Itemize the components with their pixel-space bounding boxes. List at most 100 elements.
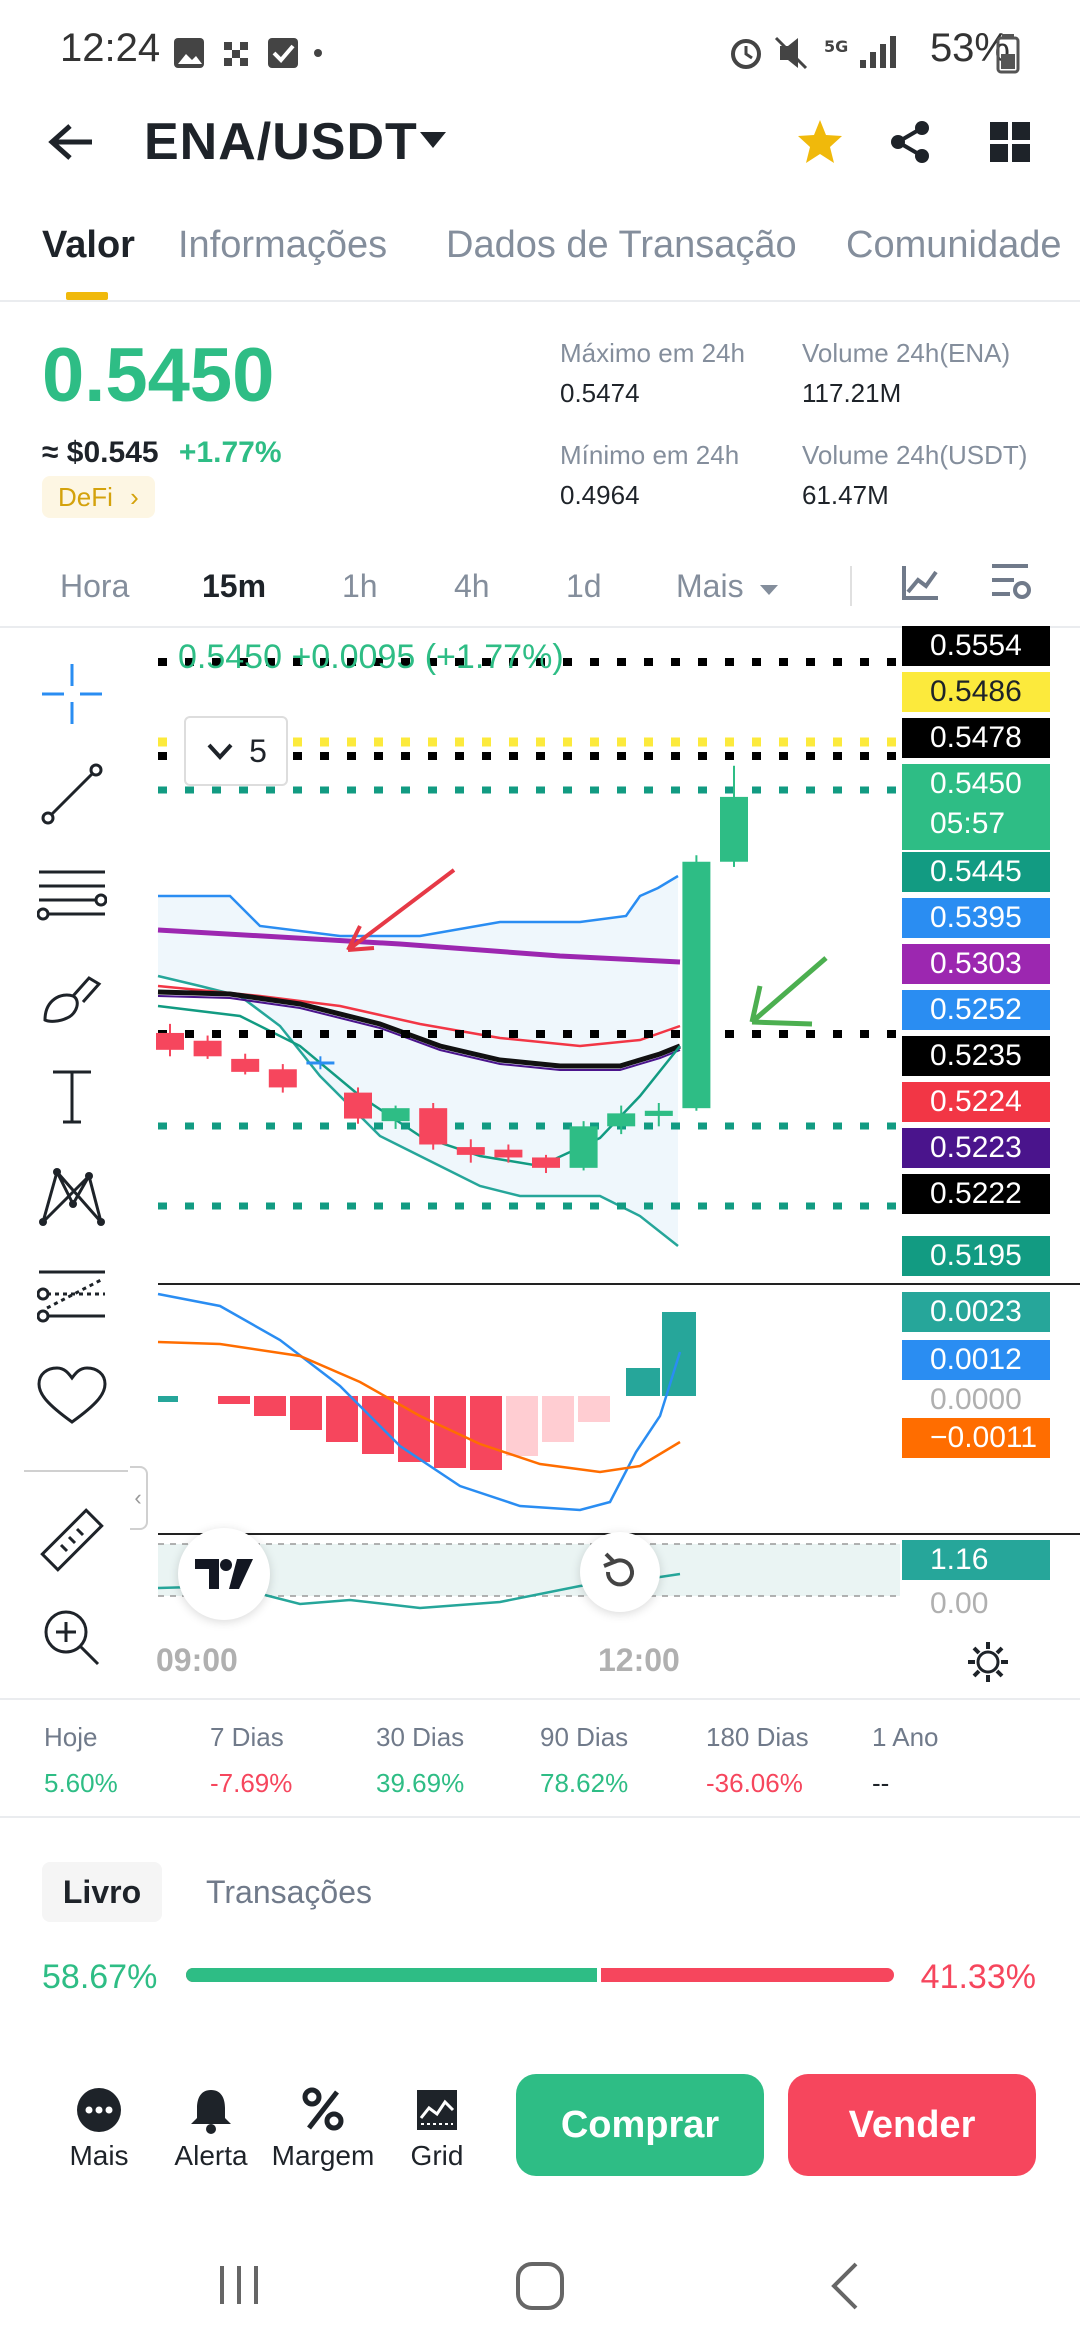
trendline-icon <box>41 763 103 825</box>
trendline-tool[interactable] <box>30 752 114 836</box>
candle-body <box>306 1061 335 1065</box>
more-icon <box>77 2088 121 2132</box>
tag-label: DeFi <box>58 482 113 512</box>
tab-valor[interactable]: Valor <box>42 224 135 266</box>
interval-1d[interactable]: 1d <box>566 568 602 604</box>
high-label: Máximo em 24h <box>560 338 745 368</box>
more-label: Mais <box>69 2140 129 2171</box>
divider <box>0 1698 1080 1700</box>
interval-1h[interactable]: 1h <box>342 568 378 604</box>
perf-label: 30 Dias <box>376 1722 465 1752</box>
candle-body <box>193 1040 222 1057</box>
margin-label: Margem <box>271 2140 375 2171</box>
more-button[interactable]: Mais <box>44 2080 154 2172</box>
reset-chart-button[interactable] <box>580 1532 660 1612</box>
interval-4h[interactable]: 4h <box>454 568 490 604</box>
bell-icon <box>191 2090 231 2134</box>
price-label-7: 0.5252 <box>902 990 1050 1030</box>
candle-body <box>456 1147 485 1155</box>
high-value: 0.5474 <box>560 378 640 408</box>
divider <box>0 300 1080 302</box>
margin-button[interactable]: Margem <box>268 2080 378 2172</box>
back-button[interactable] <box>40 112 100 172</box>
caret-down-icon[interactable] <box>418 130 448 150</box>
zoom-in-icon <box>44 1610 100 1666</box>
interval-more-label: Mais <box>676 568 744 604</box>
pattern-icon <box>39 1167 105 1226</box>
zoom-tool[interactable] <box>30 1596 114 1680</box>
price-label-12: 0.5195 <box>902 1236 1050 1276</box>
price-label-0: 0.5554 <box>902 626 1050 666</box>
interval-more[interactable]: Mais <box>676 568 780 605</box>
pair-title[interactable]: ENA/USDT <box>144 113 418 171</box>
rsi-label-0: 1.16 <box>902 1540 1050 1580</box>
horizontal-lines-icon <box>37 870 107 921</box>
price-label-9: 0.5224 <box>902 1082 1050 1122</box>
candle-body <box>682 861 711 1109</box>
macd-label-1: 0.0012 <box>902 1340 1050 1380</box>
text-tool[interactable] <box>30 1054 114 1138</box>
tab-informacoes[interactable]: Informações <box>178 224 388 266</box>
tradingview-icon <box>195 1559 253 1589</box>
category-tag[interactable]: DeFi › <box>42 476 155 518</box>
svg-text:5G: 5G <box>824 37 848 56</box>
notification-icons <box>174 38 322 68</box>
perf-value: -7.69% <box>210 1768 293 1798</box>
rsi-label-1: 0.00 <box>930 1587 989 1620</box>
perf-value: 5.60% <box>44 1768 118 1798</box>
favorites-tool[interactable] <box>30 1354 114 1438</box>
chart-settings-icon[interactable] <box>988 560 1032 604</box>
bid-percent: 58.67% <box>42 1958 158 1996</box>
layout-button[interactable] <box>980 112 1040 172</box>
perf-value: -36.06% <box>706 1768 803 1798</box>
caret-down-icon <box>760 585 779 595</box>
grid-button[interactable]: Grid <box>382 2080 492 2172</box>
crosshair-tool[interactable] <box>30 652 114 736</box>
tab-comunidade[interactable]: Comunidade <box>846 224 1062 266</box>
book-ratio-bar <box>186 1968 894 1982</box>
chevron-right-icon: › <box>130 482 139 512</box>
price-label-8: 0.5235 <box>902 1036 1050 1076</box>
price-label-10: 0.5223 <box>902 1128 1050 1168</box>
divider <box>850 566 852 606</box>
brush-icon <box>43 976 102 1023</box>
perf-label: 180 Dias <box>706 1722 809 1752</box>
tab-livro[interactable]: Livro <box>42 1862 162 1922</box>
pattern-tool[interactable] <box>30 1154 114 1238</box>
ruler-tool[interactable] <box>30 1498 114 1582</box>
favorite-button[interactable] <box>790 112 850 172</box>
depth-value: 5 <box>249 732 267 769</box>
settings-gear-icon[interactable] <box>966 1640 1010 1684</box>
candle-body <box>494 1149 523 1158</box>
fib-tool[interactable] <box>30 852 114 936</box>
indicator-icon[interactable] <box>900 562 940 602</box>
tradingview-logo[interactable] <box>178 1528 270 1620</box>
home-icon[interactable] <box>514 2260 566 2312</box>
tab-transacoes[interactable]: Transações <box>206 1874 372 1910</box>
arrow-left-icon <box>48 124 92 160</box>
recent-apps-icon[interactable] <box>214 2260 264 2310</box>
interval-15m[interactable]: 15m <box>202 568 267 604</box>
buy-button[interactable]: Comprar <box>516 2074 764 2176</box>
green-arrow-annotation <box>749 956 828 1027</box>
alert-button[interactable]: Alerta <box>156 2080 266 2172</box>
grid-layout-icon <box>990 122 1030 162</box>
price-label-2: 0.5478 <box>902 718 1050 758</box>
share-button[interactable] <box>880 112 940 172</box>
candle-body <box>381 1108 410 1122</box>
reset-icon <box>603 1552 634 1587</box>
vol-usdt-value: 61.47M <box>802 480 889 510</box>
candle-body <box>569 1126 598 1168</box>
brush-tool[interactable] <box>30 954 114 1038</box>
alert-label: Alerta <box>174 2140 248 2171</box>
price-label-5: 0.5395 <box>902 898 1050 938</box>
system-nav-bar <box>0 2240 1080 2340</box>
measure-lines-tool[interactable] <box>30 1254 114 1338</box>
macd-label-2: 0.0000 <box>930 1383 1022 1416</box>
sell-button[interactable]: Vender <box>788 2074 1036 2176</box>
depth-selector[interactable]: 5 <box>184 716 288 786</box>
interval-hora[interactable]: Hora <box>60 568 130 604</box>
toolbar-collapse-handle[interactable]: ‹ <box>130 1466 148 1530</box>
back-nav-icon[interactable] <box>826 2260 866 2312</box>
tab-dados-transacao[interactable]: Dados de Transação <box>446 224 797 266</box>
